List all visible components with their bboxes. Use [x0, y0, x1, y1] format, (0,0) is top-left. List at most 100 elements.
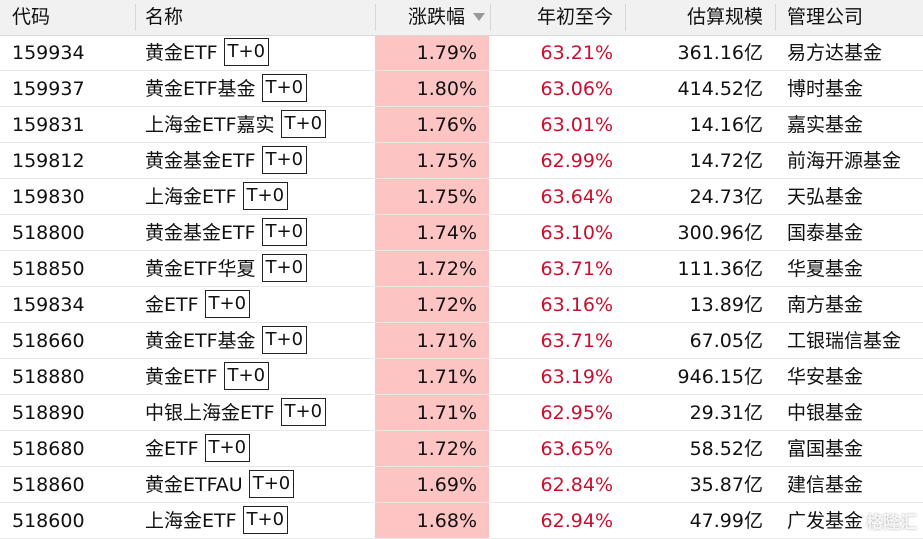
fund-name: 黄金ETFAU: [145, 474, 243, 496]
change-cell: 1.76%: [416, 114, 477, 136]
fund-name: 黄金基金ETF: [145, 150, 256, 172]
table-row[interactable]: 518890 中银上海金ETF T+0 1.71% 62.95% 29.31亿 中银基金: [0, 395, 923, 431]
name-cell: 上海金ETF T+0: [145, 179, 373, 215]
name-cell: 黄金ETF T+0: [145, 359, 373, 395]
size-cell: 300.96亿: [677, 222, 763, 244]
sorted-column-bg: [375, 0, 489, 539]
code-cell: 518890: [12, 402, 85, 424]
ytd-cell: 63.01%: [540, 114, 613, 136]
company-cell: 天弘基金: [787, 186, 864, 208]
change-cell: 1.72%: [416, 438, 477, 460]
size-cell: 47.99亿: [689, 510, 763, 532]
company-cell: 华安基金: [787, 366, 864, 388]
change-cell: 1.74%: [416, 222, 477, 244]
table-header: 代码 名称 涨跌幅 年初至今 估算规模 管理公司: [0, 0, 923, 36]
ytd-cell: 63.71%: [540, 330, 613, 352]
size-cell: 111.36亿: [677, 258, 763, 280]
name-cell: 黄金ETF基金 T+0: [145, 323, 373, 359]
ytd-cell: 62.99%: [540, 150, 613, 172]
ytd-cell: 63.16%: [540, 294, 613, 316]
table-row[interactable]: 518860 黄金ETFAU T+0 1.69% 62.84% 35.87亿 建信基金: [0, 467, 923, 503]
name-cell: 黄金基金ETF T+0: [145, 215, 373, 251]
header-separator: [375, 4, 376, 31]
company-cell: 富国基金: [787, 438, 864, 460]
company-cell: 工银瑞信基金: [787, 330, 902, 352]
size-cell: 29.31亿: [689, 402, 763, 424]
name-cell: 上海金ETF嘉实 T+0: [145, 107, 373, 143]
name-cell: 金ETF T+0: [145, 431, 373, 467]
header-cell[interactable]: 管理公司: [787, 6, 864, 28]
name-cell: 黄金ETF基金 T+0: [145, 71, 373, 107]
trade-tag: T+0: [261, 325, 308, 354]
fund-name: 金ETF: [145, 438, 199, 460]
table-row[interactable]: 159937 黄金ETF基金 T+0 1.80% 63.06% 414.52亿 博时基金: [0, 71, 923, 107]
code-cell: 159937: [12, 78, 85, 100]
fund-name: 上海金ETF: [145, 510, 237, 532]
header-cell[interactable]: 估算规模: [686, 6, 763, 28]
size-cell: 35.87亿: [689, 474, 763, 496]
size-cell: 14.16亿: [689, 114, 763, 136]
ytd-cell: 63.10%: [540, 222, 613, 244]
table-row[interactable]: 518680 金ETF T+0 1.72% 63.65% 58.52亿 富国基金: [0, 431, 923, 467]
trade-tag: T+0: [223, 361, 270, 390]
size-cell: 67.05亿: [689, 330, 763, 352]
trade-tag: T+0: [242, 505, 289, 534]
code-cell: 159830: [12, 186, 85, 208]
company-cell: 博时基金: [787, 78, 864, 100]
table-row[interactable]: 159834 金ETF T+0 1.72% 63.16% 13.89亿 南方基金: [0, 287, 923, 323]
fund-name: 中银上海金ETF: [145, 402, 275, 424]
size-cell: 13.89亿: [689, 294, 763, 316]
change-cell: 1.75%: [416, 150, 477, 172]
change-cell: 1.72%: [416, 258, 477, 280]
company-cell: 嘉实基金: [787, 114, 864, 136]
change-cell: 1.72%: [416, 294, 477, 316]
code-cell: 518850: [12, 258, 85, 280]
name-cell: 黄金ETF华夏 T+0: [145, 251, 373, 287]
ytd-cell: 63.64%: [540, 186, 613, 208]
trade-tag: T+0: [223, 37, 270, 66]
table-row[interactable]: 518660 黄金ETF基金 T+0 1.71% 63.71% 67.05亿 工银瑞信基金: [0, 323, 923, 359]
company-cell: 中银基金: [787, 402, 864, 424]
trade-tag: T+0: [261, 253, 308, 282]
fund-name: 黄金ETF华夏: [145, 258, 256, 280]
fund-name: 黄金ETF基金: [145, 78, 256, 100]
table-row[interactable]: 159831 上海金ETF嘉实 T+0 1.76% 63.01% 14.16亿 嘉实基金: [0, 107, 923, 143]
code-cell: 159812: [12, 150, 85, 172]
table-row[interactable]: 159812 黄金基金ETF T+0 1.75% 62.99% 14.72亿 前海开源基金: [0, 143, 923, 179]
fund-name: 上海金ETF嘉实: [145, 114, 275, 136]
header-cell[interactable]: 涨跌幅: [407, 6, 465, 28]
name-cell: 上海金ETF T+0: [145, 503, 373, 539]
company-cell: 国泰基金: [787, 222, 864, 244]
table-row[interactable]: 518850 黄金ETF华夏 T+0 1.72% 63.71% 111.36亿 华夏基金: [0, 251, 923, 287]
change-cell: 1.71%: [416, 402, 477, 424]
table-row[interactable]: 518600 上海金ETF T+0 1.68% 62.94% 47.99亿 广发基金: [0, 503, 923, 539]
ytd-cell: 63.65%: [540, 438, 613, 460]
header-separator: [490, 4, 491, 31]
header-separator: [775, 4, 776, 31]
company-cell: 建信基金: [787, 474, 864, 496]
fund-name: 黄金基金ETF: [145, 222, 256, 244]
trade-tag: T+0: [261, 145, 308, 174]
code-cell: 518680: [12, 438, 85, 460]
table-row[interactable]: 159934 黄金ETF T+0 1.79% 63.21% 361.16亿 易方达基金: [0, 35, 923, 71]
change-cell: 1.68%: [416, 510, 477, 532]
name-cell: 中银上海金ETF T+0: [145, 395, 373, 431]
fund-name: 黄金ETF: [145, 366, 218, 388]
trade-tag: T+0: [261, 73, 308, 102]
header-cell[interactable]: 名称: [145, 6, 184, 28]
trade-tag: T+0: [261, 217, 308, 246]
header-cell[interactable]: 年初至今: [536, 6, 613, 28]
fund-name: 上海金ETF: [145, 186, 237, 208]
header-cell[interactable]: 代码: [12, 6, 51, 28]
ytd-cell: 62.94%: [540, 510, 613, 532]
table-row[interactable]: 159830 上海金ETF T+0 1.75% 63.64% 24.73亿 天弘基金: [0, 179, 923, 215]
change-cell: 1.80%: [416, 78, 477, 100]
ytd-cell: 63.71%: [540, 258, 613, 280]
change-cell: 1.75%: [416, 186, 477, 208]
table-row[interactable]: 518800 黄金基金ETF T+0 1.74% 63.10% 300.96亿 国泰基金: [0, 215, 923, 251]
code-cell: 518600: [12, 510, 85, 532]
header-separator: [625, 4, 626, 31]
ytd-cell: 62.84%: [540, 474, 613, 496]
company-cell: 易方达基金: [787, 42, 883, 64]
table-row[interactable]: 518880 黄金ETF T+0 1.71% 63.19% 946.15亿 华安基金: [0, 359, 923, 395]
